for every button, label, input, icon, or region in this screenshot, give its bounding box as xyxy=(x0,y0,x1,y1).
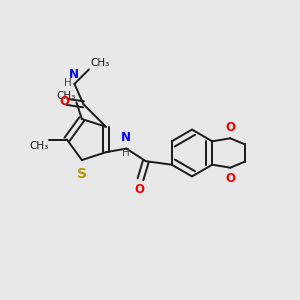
Text: O: O xyxy=(225,121,235,134)
Text: O: O xyxy=(135,183,145,196)
Text: O: O xyxy=(59,95,69,108)
Text: N: N xyxy=(69,68,79,81)
Text: O: O xyxy=(225,172,235,185)
Text: S: S xyxy=(77,167,87,181)
Text: CH₃: CH₃ xyxy=(90,58,110,68)
Text: N: N xyxy=(122,131,131,144)
Text: H: H xyxy=(64,78,72,88)
Text: CH₃: CH₃ xyxy=(30,141,49,151)
Text: H: H xyxy=(122,148,130,158)
Text: CH₃: CH₃ xyxy=(57,91,76,101)
